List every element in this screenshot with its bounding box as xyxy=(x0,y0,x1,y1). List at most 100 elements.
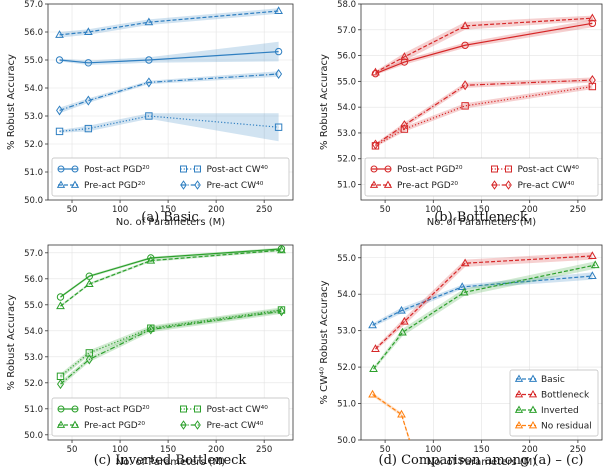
series-group xyxy=(56,245,286,390)
data-point xyxy=(588,19,597,28)
y-tick-label: 50.0 xyxy=(24,431,43,441)
series-band-1 xyxy=(59,8,279,38)
data-point xyxy=(400,52,409,60)
y-tick-label: 52.0 xyxy=(24,140,43,150)
legend: Basic Bottleneck Inverted No residual xyxy=(509,369,599,437)
panel-caption: (d) Comparison among (a) – (c) xyxy=(379,453,584,468)
legend-marker xyxy=(491,180,498,190)
data-point xyxy=(145,56,153,64)
legend-marker xyxy=(505,165,512,173)
data-point xyxy=(84,95,92,106)
legend-marker xyxy=(528,374,538,382)
series-band-0 xyxy=(60,247,282,299)
legend-entry: Pre-act CW⁴⁰ xyxy=(518,181,575,191)
legend-entry: Post-act PGD²⁰ xyxy=(84,405,150,415)
data-point xyxy=(145,112,153,120)
series-line-2 xyxy=(373,264,596,370)
x-tick-label: 50 xyxy=(67,205,78,215)
y-tick-label: 57.0 xyxy=(337,26,356,36)
series-band-2 xyxy=(373,261,596,371)
chart-panel-3: 50 100 150 200 250 50.0 51.0 52.0 53.0 54.0 55.0 No… xyxy=(319,244,603,468)
data-point xyxy=(275,68,283,80)
legend-entry: Pre-act PGD²⁰ xyxy=(84,421,145,431)
data-point xyxy=(400,316,409,325)
data-point xyxy=(56,293,65,301)
x-tick-label: 100 xyxy=(112,445,128,455)
legend-marker xyxy=(514,374,524,382)
series-line-0 xyxy=(59,51,279,64)
legend: Post-act PGD²⁰ Pre-act PGD²⁰ Post-act CW⁴⁰… xyxy=(364,157,599,197)
legend-marker xyxy=(180,165,187,173)
legend-marker xyxy=(383,180,393,188)
y-tick-label: 55.0 xyxy=(24,56,43,66)
series-line-1 xyxy=(60,249,282,307)
y-tick-label: 51.0 xyxy=(24,168,43,178)
y-axis-label: % Robust Accuracy xyxy=(6,54,17,150)
x-tick-label: 150 xyxy=(160,445,176,455)
data-point xyxy=(369,364,378,372)
data-point xyxy=(274,123,283,131)
x-axis-label: No. of Parameters (M) xyxy=(427,217,537,228)
legend-marker xyxy=(194,180,201,190)
series-line-2 xyxy=(375,85,593,147)
data-point xyxy=(590,260,600,269)
x-tick-label: 150 xyxy=(160,205,176,215)
data-point xyxy=(587,13,597,22)
legend-entry: Basic xyxy=(541,375,565,385)
series-group xyxy=(55,6,283,142)
y-tick-label: 56.0 xyxy=(24,275,43,285)
y-tick-label: 53.0 xyxy=(24,112,43,122)
legend-marker xyxy=(370,165,378,173)
y-tick-label: 53.0 xyxy=(24,353,43,363)
legend-marker xyxy=(505,180,512,190)
y-tick-label: 52.0 xyxy=(337,155,356,165)
plot-frame xyxy=(47,244,294,441)
data-point xyxy=(400,120,408,131)
data-point xyxy=(56,301,65,310)
series-group xyxy=(371,13,597,150)
y-tick-label: 56.0 xyxy=(337,52,356,62)
y-tick-label: 55.0 xyxy=(337,254,356,264)
data-point xyxy=(57,379,64,390)
x-axis-label: No. of Parameters (M) xyxy=(427,457,537,468)
data-point xyxy=(371,67,380,76)
legend-marker xyxy=(57,405,65,413)
data-point xyxy=(461,80,469,91)
x-tick-label: 250 xyxy=(570,205,586,215)
y-tick-label: 52.0 xyxy=(337,363,356,373)
data-point xyxy=(277,306,285,317)
x-axis-label: No. of Parameters (M) xyxy=(116,217,226,228)
legend-entry: Bottleneck xyxy=(541,391,590,401)
y-tick-label: 50.0 xyxy=(337,436,356,446)
x-tick-label: 100 xyxy=(425,445,441,455)
x-tick-label: 250 xyxy=(256,205,272,215)
series-band-1 xyxy=(375,252,593,351)
plot-frame xyxy=(47,3,294,201)
series-line-3 xyxy=(60,310,282,385)
data-point xyxy=(83,27,93,36)
legend-marker xyxy=(514,405,524,413)
data-point xyxy=(460,21,470,29)
data-point xyxy=(55,127,64,136)
plot-frame xyxy=(360,3,603,201)
y-tick-label: 58.0 xyxy=(337,0,356,10)
legend-box xyxy=(51,157,290,197)
legend-entry: No residual xyxy=(541,422,592,432)
legend-box xyxy=(51,397,290,437)
legend-marker xyxy=(369,180,379,188)
data-point xyxy=(146,255,156,264)
series-band-1 xyxy=(60,248,282,308)
data-point xyxy=(588,82,597,91)
x-tick-label: 150 xyxy=(473,205,489,215)
legend-marker xyxy=(56,180,66,188)
data-point xyxy=(277,245,286,254)
series-band-3 xyxy=(59,71,279,114)
data-point xyxy=(397,409,406,418)
legend-marker xyxy=(528,421,538,429)
y-tick-label: 51.0 xyxy=(24,405,43,415)
y-tick-label: 55.0 xyxy=(24,301,43,311)
series-band-3 xyxy=(60,308,282,387)
data-point xyxy=(147,254,155,262)
legend-marker xyxy=(528,405,538,413)
